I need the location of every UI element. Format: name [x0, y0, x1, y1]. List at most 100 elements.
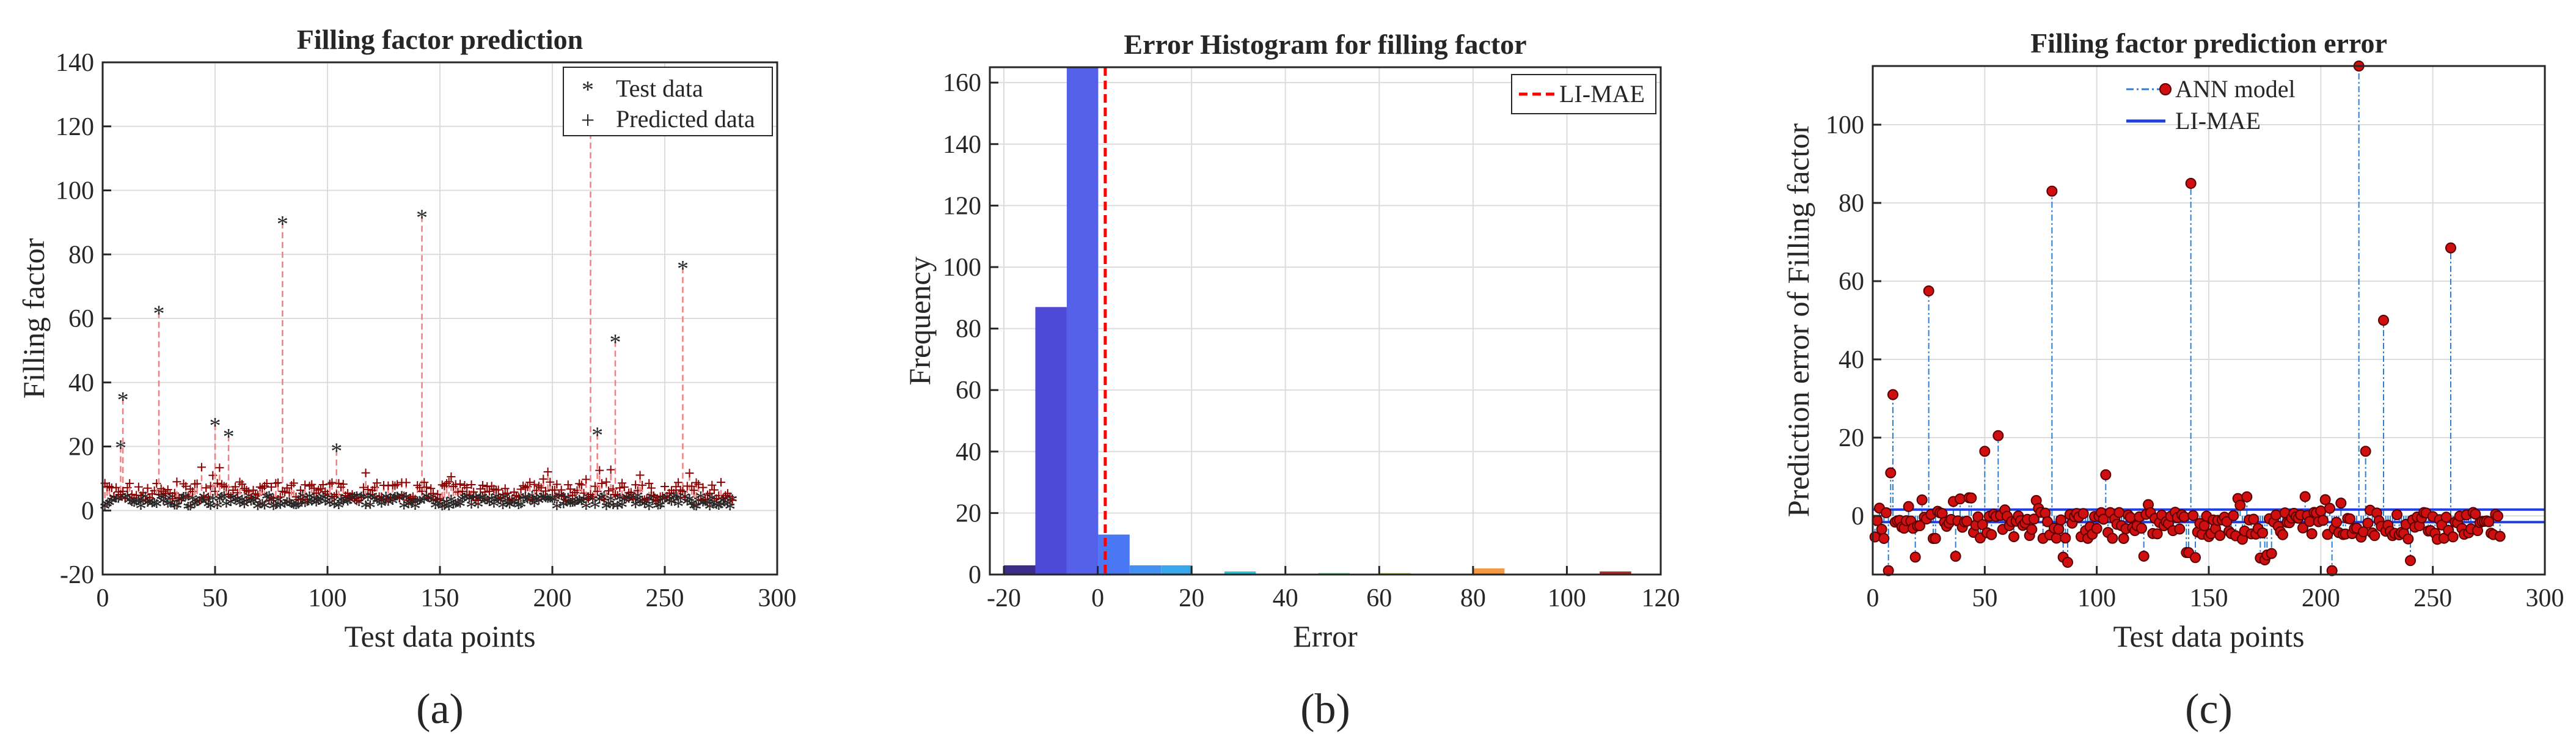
test-data-point: * [414, 491, 425, 517]
test-data-point: * [112, 490, 124, 515]
x-tick-label: 20 [1179, 584, 1204, 612]
x-tick-label: 60 [1366, 584, 1392, 612]
test-data-point: * [551, 497, 563, 523]
legend-li-mae: LI-MAE [2175, 107, 2261, 134]
error-point [2324, 502, 2335, 514]
error-point [2198, 520, 2210, 532]
test-data-point: * [122, 487, 133, 512]
error-point [1923, 285, 1934, 296]
x-axis-label: Test data points [344, 619, 535, 653]
x-tick-label: 200 [2302, 584, 2340, 612]
plot-area: ****************************************… [99, 122, 738, 523]
error-point [2136, 523, 2147, 534]
error-point [2124, 512, 2136, 523]
y-tick-label: 20 [956, 499, 981, 527]
legend-predicted-marker: + [581, 106, 595, 134]
test-data-point: * [151, 494, 163, 520]
error-point [2091, 523, 2102, 534]
test-data-point: * [174, 490, 185, 515]
x-tick-label: 150 [2190, 584, 2228, 612]
error-point [1914, 520, 1925, 532]
error-point [1977, 519, 1988, 531]
test-data-point: * [230, 490, 241, 516]
y-tick-label: 80 [1839, 189, 1864, 218]
y-tick-label: 40 [68, 369, 94, 397]
x-tick-label: 50 [202, 584, 228, 612]
x-tick-label: 150 [421, 584, 459, 612]
test-data-point: * [261, 487, 273, 512]
test-data-point: * [427, 491, 439, 516]
test-data-point: * [491, 487, 502, 512]
test-data-point: * [675, 489, 686, 515]
legend: * Test data + Predicted data [563, 67, 773, 136]
test-data-point: * [360, 496, 371, 521]
test-data-point: * [117, 388, 129, 413]
panel-c-prediction-error: 0 50 100 150 200 250 300 0 20 40 60 80 100 Filling f… [1781, 28, 2564, 733]
test-data-point: * [645, 487, 657, 513]
test-data-point: * [398, 496, 410, 522]
legend: ANN model LI-MAE [2126, 75, 2296, 134]
test-data-point: * [639, 494, 650, 520]
test-data-point: * [529, 493, 540, 519]
legend-predicted-data: Predicted data [616, 105, 755, 133]
test-data-point: * [232, 489, 243, 515]
test-data-point: * [441, 493, 453, 518]
test-data-point: * [236, 490, 248, 515]
error-point [2470, 509, 2481, 520]
test-data-point: * [589, 495, 601, 521]
histogram-bar [1004, 565, 1036, 575]
y-tick-label: 100 [56, 177, 94, 205]
error-point [2299, 491, 2311, 502]
y-tick-label: 80 [68, 241, 94, 269]
error-point [2315, 505, 2327, 516]
test-data-point: * [637, 491, 648, 516]
test-data-point: * [331, 439, 342, 465]
legend-ann-model: ANN model [2175, 75, 2296, 103]
test-data-point: * [211, 496, 223, 521]
test-data-point: * [612, 496, 623, 521]
test-data-point: * [715, 495, 727, 521]
test-data-point: * [274, 496, 286, 521]
test-data-point: * [416, 205, 428, 230]
test-data-point: * [443, 497, 455, 523]
y-tick-label: 140 [56, 49, 94, 77]
test-data-point: * [630, 495, 642, 521]
error-point [1986, 529, 1997, 540]
test-data-point: * [693, 491, 704, 516]
error-point [2008, 531, 2019, 543]
test-data-point: * [531, 489, 543, 515]
test-data-point: * [481, 491, 493, 516]
x-tick-label: 100 [1548, 584, 1586, 612]
chart-title: Filling factor prediction error [2030, 28, 2387, 59]
y-tick-label: 120 [943, 192, 981, 220]
x-tick-label: 0 [97, 584, 109, 612]
test-data-point: * [191, 493, 203, 518]
histogram-bar [1129, 565, 1162, 575]
test-data-point: * [299, 493, 311, 519]
panel-b-error-histogram: -20 0 20 40 60 80 100 120020406080100120140160 … [902, 29, 1680, 733]
error-point [2326, 565, 2338, 576]
y-tick-label: 60 [956, 377, 981, 405]
legend-ann-marker [2159, 83, 2172, 95]
test-data-point: * [126, 493, 137, 518]
error-point [2318, 515, 2329, 526]
test-data-point: * [538, 487, 549, 512]
error-point [2344, 513, 2355, 524]
test-data-point: * [603, 494, 615, 520]
test-data-point: * [425, 489, 437, 515]
y-tick-label: 120 [56, 113, 94, 141]
test-data-point: * [574, 490, 585, 516]
error-point [1887, 389, 1898, 400]
y-tick-label: 0 [1851, 502, 1864, 531]
grid [102, 62, 778, 575]
histogram-bar [1161, 565, 1193, 575]
y-tick-label: 0 [81, 497, 94, 525]
test-data-point: * [320, 492, 331, 518]
error-point [2335, 498, 2347, 509]
test-data-point: * [477, 487, 488, 513]
test-data-point: * [610, 330, 621, 356]
test-data-point: * [466, 495, 477, 521]
y-tick-label: 140 [943, 131, 981, 159]
